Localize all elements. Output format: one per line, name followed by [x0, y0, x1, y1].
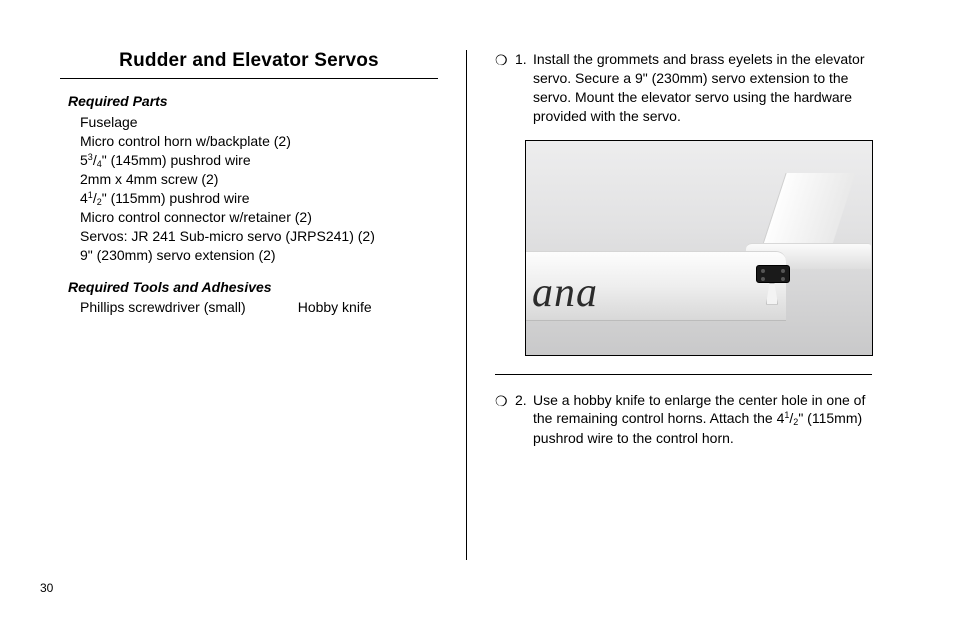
left-column: Rudder and Elevator Servos Required Part…	[60, 50, 466, 560]
step-text: Use a hobby knife to enlarge the center …	[533, 391, 872, 448]
fraction-numer: 1	[784, 410, 789, 420]
section-title: Rudder and Elevator Servos	[60, 50, 438, 79]
tool-item: Phillips screwdriver (small)	[80, 299, 246, 315]
part-item: 41/2" (115mm) pushrod wire	[80, 189, 438, 208]
part-item: Servos: JR 241 Sub-micro servo (JRPS241)…	[80, 227, 438, 246]
part-item: Fuselage	[80, 113, 438, 132]
page-number: 30	[40, 581, 53, 595]
required-tools-heading: Required Tools and Adhesives	[68, 279, 438, 295]
part-item: 53/4" (145mm) pushrod wire	[80, 151, 438, 170]
step-2: ❍ 2. Use a hobby knife to enlarge the ce…	[495, 391, 872, 448]
servo-icon	[756, 265, 790, 283]
two-column-layout: Rudder and Elevator Servos Required Part…	[60, 50, 894, 560]
step-number: 2.	[515, 391, 533, 448]
tool-item: Hobby knife	[298, 299, 372, 315]
part-item: 2mm x 4mm screw (2)	[80, 170, 438, 189]
fraction-rest: " (115mm) pushrod wire to the control ho…	[533, 410, 862, 445]
fraction-whole: 5	[80, 152, 88, 168]
step-1-photo: ana	[525, 140, 873, 356]
part-item: Micro control horn w/backplate (2)	[80, 132, 438, 151]
part-item: Micro control connector w/retainer (2)	[80, 208, 438, 227]
required-tools-list: Phillips screwdriver (small) Hobby knife	[80, 299, 438, 315]
fraction-numer: 3	[88, 152, 93, 162]
step-divider	[495, 374, 872, 375]
checkbox-icon: ❍	[495, 50, 515, 126]
required-parts-heading: Required Parts	[68, 93, 438, 109]
checkbox-icon: ❍	[495, 391, 515, 448]
manual-page: Rudder and Elevator Servos Required Part…	[0, 0, 954, 617]
fraction-rest: " (145mm) pushrod wire	[102, 152, 251, 168]
step-number: 1.	[515, 50, 533, 126]
required-parts-list: Fuselage Micro control horn w/backplate …	[80, 113, 438, 265]
part-item: 9" (230mm) servo extension (2)	[80, 246, 438, 265]
fraction-rest: " (115mm) pushrod wire	[102, 190, 250, 206]
step-text: Install the grommets and brass eyelets i…	[533, 50, 872, 126]
fraction-whole: 4	[80, 190, 88, 206]
plane-decal-text: ana	[532, 269, 598, 317]
right-column: ❍ 1. Install the grommets and brass eyel…	[466, 50, 872, 560]
step-1: ❍ 1. Install the grommets and brass eyel…	[495, 50, 872, 126]
fraction-numer: 1	[88, 190, 93, 200]
